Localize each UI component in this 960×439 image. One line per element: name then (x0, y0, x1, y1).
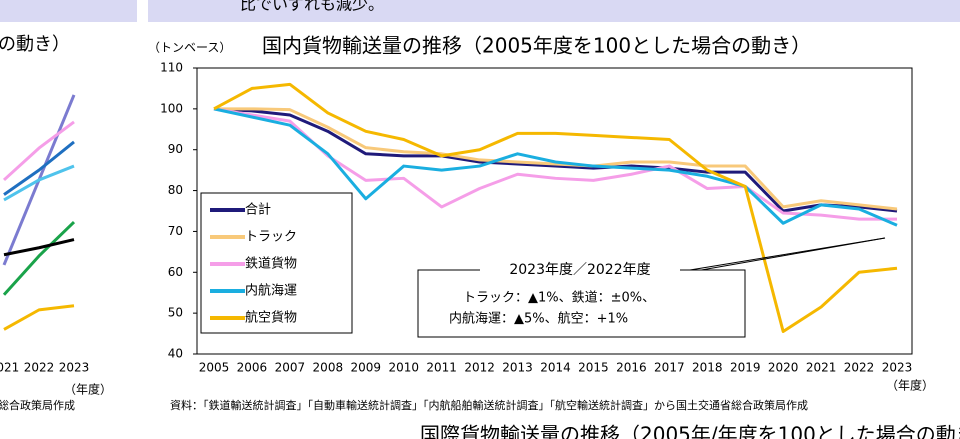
x-tick-label: 2019 (730, 361, 761, 375)
x-axis-label: （年度） (886, 378, 934, 393)
x-tick-label: 2021 (0, 361, 19, 375)
overlay: 2023年度／2022年度 トラック：▲1%、鉄道：±0%、 内航海運：▲5%、… (417, 237, 886, 338)
y-tick-label: 90 (168, 142, 183, 156)
unit-label: （トンベース） (148, 41, 231, 55)
y-tick-label: 50 (168, 306, 183, 320)
series-line (213, 107, 898, 213)
x-tick-label: 2018 (692, 361, 723, 375)
x-tick-label: 2022 (844, 361, 875, 375)
series-line (3, 304, 75, 331)
x-tick-label: 2021 (806, 361, 837, 375)
x-tick-label: 2017 (654, 361, 685, 375)
y-tick-label: 80 (168, 183, 183, 197)
legend-label: トラック (245, 230, 297, 245)
legend-label: 合計 (245, 202, 271, 218)
series-line (213, 107, 898, 227)
series-line (2, 220, 76, 296)
plot-frame (196, 67, 913, 355)
series-line (3, 140, 75, 196)
annotation-line: トラック：▲1%、鉄道：±0%、 (463, 291, 655, 306)
banner (148, 0, 960, 22)
annotation-line: 内航海運：▲5%、航空：+1% (449, 311, 628, 327)
x-tick-label: 2022 (24, 361, 55, 375)
x-tick-label: 2013 (502, 361, 533, 375)
x-tick-label: 2014 (540, 361, 571, 375)
annotation-title: 2023年度／2022年度 (509, 262, 650, 278)
series-line (3, 164, 75, 202)
chart-title: 国内貨物輸送量の推移（2005年度を100とした場合の動き） (262, 34, 811, 58)
left-banner (0, 0, 137, 22)
x-tick-label: 2011 (426, 361, 457, 375)
y-tick-label: 100 (160, 101, 183, 115)
left-title: の動き） (0, 34, 70, 55)
callout (689, 237, 886, 273)
x-tick-label: 2023 (882, 361, 913, 375)
legend-label: 鉄道貨物 (245, 256, 297, 272)
left-source: 総合政策局作成 (0, 398, 75, 412)
x-tick-label: 2015 (578, 361, 609, 375)
x-tick-label: 2010 (388, 361, 419, 375)
x-tick-label: 2009 (351, 361, 382, 375)
x-tick-label: 2008 (313, 361, 344, 375)
legend-label: 内航海運 (245, 283, 297, 299)
plots: 40 50 60 70 80 90 100 110 2005 2006 2007 2008 2009 20… (0, 61, 912, 375)
y-tick-label: 110 (160, 61, 183, 75)
annotation-box (417, 269, 746, 338)
series-line (213, 82, 898, 334)
y-tick-label: 60 (168, 265, 183, 279)
x-tick-label: 2023 (59, 361, 90, 375)
next-title: 国際貨物輸送量の推移（2005年/年度を100とした場合の動き） (420, 423, 960, 439)
series-line (2, 120, 75, 182)
x-tick-label: 2016 (616, 361, 647, 375)
series-line (3, 238, 75, 257)
x-tick-label: 2007 (275, 361, 306, 375)
x-tick-label: 2012 (464, 361, 495, 375)
y-tick-label: 40 (168, 347, 183, 361)
left-xlabel: （年度） (64, 382, 112, 397)
legend-label: 航空貨物 (245, 310, 297, 326)
source: 資料：「鉄道輸送統計調査」「自動車輸送統計調査」「内航船舶輸送統計調査」「航空輸… (170, 398, 808, 412)
x-tick-label: 2020 (768, 361, 799, 375)
x-tick-label: 2006 (237, 361, 268, 375)
x-tick-label: 2005 (199, 361, 230, 375)
banner-text: 比でいずれも減少。 (240, 0, 384, 14)
y-tick-label: 70 (168, 224, 183, 238)
series-line (214, 107, 898, 211)
